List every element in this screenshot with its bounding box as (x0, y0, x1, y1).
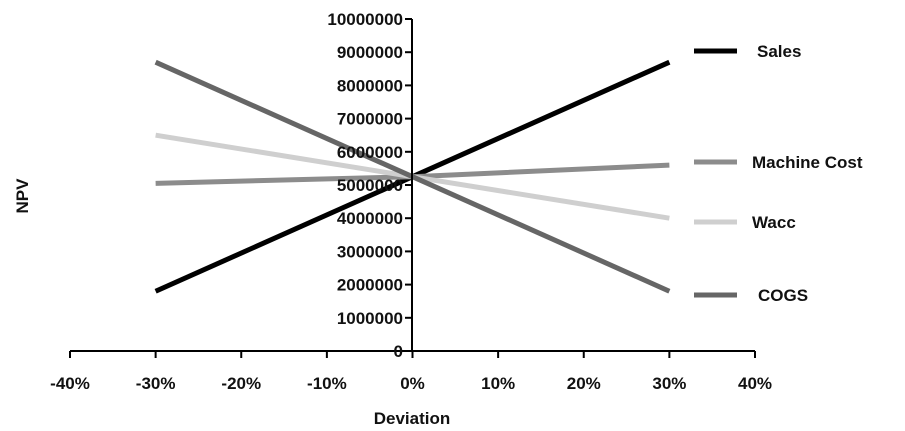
x-tick-label: 20% (567, 374, 601, 393)
legend-label: Sales (757, 42, 801, 61)
x-tick-label: -10% (307, 374, 347, 393)
y-tick-label: 9000000 (337, 43, 403, 62)
tick-layer: -40% -30% -20% -10% 0% 10% 20% 30% 40% 0 1000000 20… (50, 10, 772, 393)
x-tick-label: 0% (400, 374, 425, 393)
x-tick-label: 10% (481, 374, 515, 393)
y-tick-label: 1000000 (337, 309, 403, 328)
legend: Sales Machine Cost Wacc COGS (694, 42, 863, 305)
legend-label: COGS (758, 286, 808, 305)
y-tick-label: 0 (394, 342, 403, 361)
x-tick-label: 30% (652, 374, 686, 393)
y-axis-title: NPV (13, 178, 32, 214)
y-tick-label: 4000000 (337, 209, 403, 228)
legend-label: Machine Cost (752, 153, 863, 172)
x-tick-label: 40% (738, 374, 772, 393)
y-tick-label: 7000000 (337, 110, 403, 129)
x-tick-label: -40% (50, 374, 90, 393)
x-tick-label: -30% (136, 374, 176, 393)
y-tick-label: 3000000 (337, 242, 403, 261)
x-axis-title: Deviation (374, 409, 451, 428)
x-tick-label: -20% (221, 374, 261, 393)
y-tick-label: 6000000 (337, 143, 403, 162)
y-tick-label: 5000000 (337, 176, 403, 195)
legend-label: Wacc (752, 213, 796, 232)
y-tick-label: 8000000 (337, 76, 403, 95)
y-tick-label: 10000000 (327, 10, 403, 29)
y-tick-label: 2000000 (337, 276, 403, 295)
